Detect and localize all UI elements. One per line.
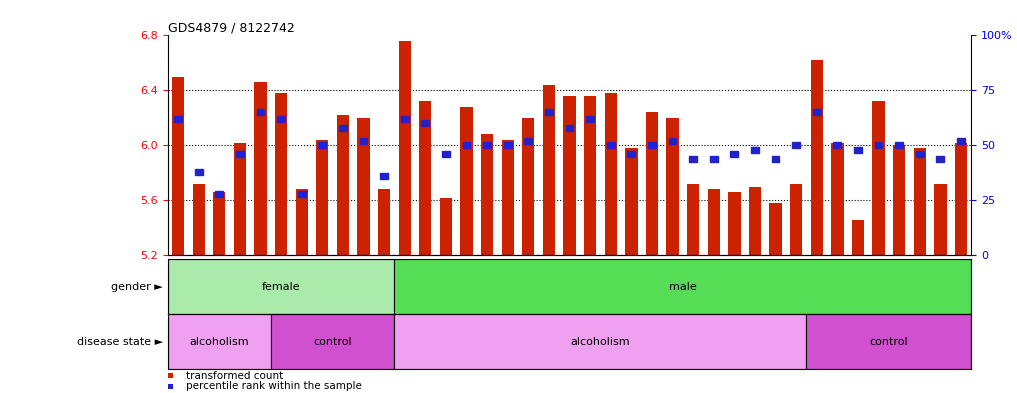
Bar [195,169,202,175]
Bar [666,118,678,255]
Bar [668,138,676,144]
Bar [442,151,450,157]
Bar [275,93,287,255]
Bar [833,142,841,149]
Bar [316,140,328,255]
Bar [710,156,718,162]
Bar [772,156,779,162]
Bar [811,60,823,255]
Bar [565,125,574,131]
Text: control: control [870,337,908,347]
Bar [586,116,594,122]
Bar [873,101,885,255]
Bar [563,96,576,255]
Bar [916,151,923,157]
Bar [646,112,658,255]
Bar [525,138,532,144]
Bar [463,142,471,149]
Bar [461,107,473,255]
Bar [935,184,947,255]
Text: alcoholism: alcoholism [571,337,631,347]
Bar [483,142,491,149]
Bar [236,151,244,157]
Bar [543,85,555,255]
Bar [168,314,271,369]
Bar [296,189,308,255]
Bar [852,220,864,255]
Bar [399,41,411,255]
Bar [913,148,925,255]
Bar [378,189,391,255]
Bar [278,116,285,122]
Bar [357,118,370,255]
Text: transformed count: transformed count [186,371,284,381]
Bar [690,156,697,162]
Bar [318,142,326,149]
Bar [522,118,535,255]
Bar [172,77,184,255]
Text: percentile rank within the sample: percentile rank within the sample [186,381,362,391]
Bar [625,148,638,255]
Bar [298,191,306,197]
Bar [545,109,553,116]
Bar [419,101,431,255]
Bar [708,189,720,255]
Bar [584,96,596,255]
Text: control: control [313,337,352,347]
Bar [481,134,493,255]
Bar [254,82,266,255]
Bar [686,184,700,255]
Bar [813,109,821,116]
Text: gender ►: gender ► [111,282,163,292]
Text: alcoholism: alcoholism [189,337,249,347]
Bar [271,314,395,369]
Bar [792,142,800,149]
Bar [380,173,388,179]
Bar [730,151,738,157]
Bar [648,142,656,149]
Bar [957,138,965,144]
Text: GDS4879 / 8122742: GDS4879 / 8122742 [168,21,295,34]
Bar [751,147,759,153]
Bar [234,143,246,255]
Bar [439,198,453,255]
Bar [395,259,971,314]
Bar [895,142,903,149]
Bar [395,314,806,369]
Bar [256,109,264,116]
Bar [893,145,905,255]
Bar [769,203,782,255]
Text: male: male [669,282,697,292]
Bar [192,184,204,255]
Bar [607,142,614,149]
Bar [337,115,349,255]
Bar [421,120,429,127]
Bar [216,191,223,197]
Bar [790,184,802,255]
Bar [501,140,514,255]
Bar [831,143,843,255]
Bar [749,187,761,255]
Bar [168,259,395,314]
Bar [937,156,944,162]
Bar [339,125,347,131]
Bar [214,192,226,255]
Bar [604,93,617,255]
Bar [503,142,512,149]
Bar [728,192,740,255]
Bar [955,143,967,255]
Bar [875,142,883,149]
Text: disease state ►: disease state ► [76,337,163,347]
Bar [627,151,636,157]
Bar [360,138,367,144]
Bar [401,116,409,122]
Text: female: female [261,282,300,292]
Bar [806,314,971,369]
Bar [854,147,861,153]
Bar [174,116,182,122]
